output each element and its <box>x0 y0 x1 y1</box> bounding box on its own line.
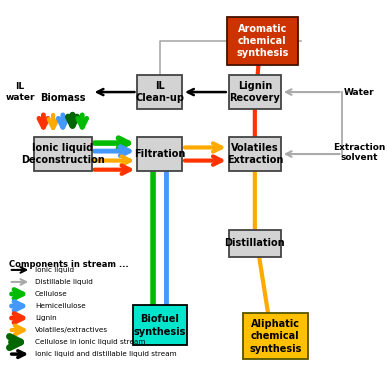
Text: Ionic liquid
Deconstruction: Ionic liquid Deconstruction <box>21 143 105 165</box>
Text: Distillation: Distillation <box>225 238 285 248</box>
Text: Filtration: Filtration <box>134 149 185 159</box>
FancyBboxPatch shape <box>229 230 281 257</box>
Text: Extraction
solvent: Extraction solvent <box>333 142 385 162</box>
Text: Distillable liquid: Distillable liquid <box>35 279 93 285</box>
Text: Lignin
Recovery: Lignin Recovery <box>229 81 280 103</box>
Text: Hemicellulose: Hemicellulose <box>35 303 85 309</box>
FancyBboxPatch shape <box>229 137 281 171</box>
Text: Cellulose: Cellulose <box>35 291 67 297</box>
Text: Volatiles
Extraction: Volatiles Extraction <box>227 143 283 165</box>
Text: Ionic liquid and distillable liquid stream: Ionic liquid and distillable liquid stre… <box>35 351 176 357</box>
Text: Lignin: Lignin <box>35 315 56 321</box>
FancyBboxPatch shape <box>34 137 92 171</box>
FancyBboxPatch shape <box>133 305 187 345</box>
FancyBboxPatch shape <box>227 17 298 65</box>
FancyBboxPatch shape <box>137 75 182 110</box>
Text: Aromatic
chemical
synthesis: Aromatic chemical synthesis <box>236 24 289 58</box>
FancyBboxPatch shape <box>137 137 182 171</box>
Text: Water: Water <box>344 88 374 97</box>
Text: Biomass: Biomass <box>40 93 85 103</box>
Text: Components in stream ...: Components in stream ... <box>9 260 129 269</box>
Text: IL
Clean-up: IL Clean-up <box>135 81 184 103</box>
Text: Aliphatic
chemical
synthesis: Aliphatic chemical synthesis <box>249 319 301 354</box>
FancyBboxPatch shape <box>229 75 281 110</box>
FancyBboxPatch shape <box>243 313 308 359</box>
Text: IL
water: IL water <box>5 83 35 102</box>
Text: Ionic liquid: Ionic liquid <box>35 267 74 273</box>
Text: Cellulose in ionic liquid stream: Cellulose in ionic liquid stream <box>35 339 145 345</box>
Text: Biofuel
synthesis: Biofuel synthesis <box>134 314 186 336</box>
Text: Volatiles/extractives: Volatiles/extractives <box>35 327 108 333</box>
